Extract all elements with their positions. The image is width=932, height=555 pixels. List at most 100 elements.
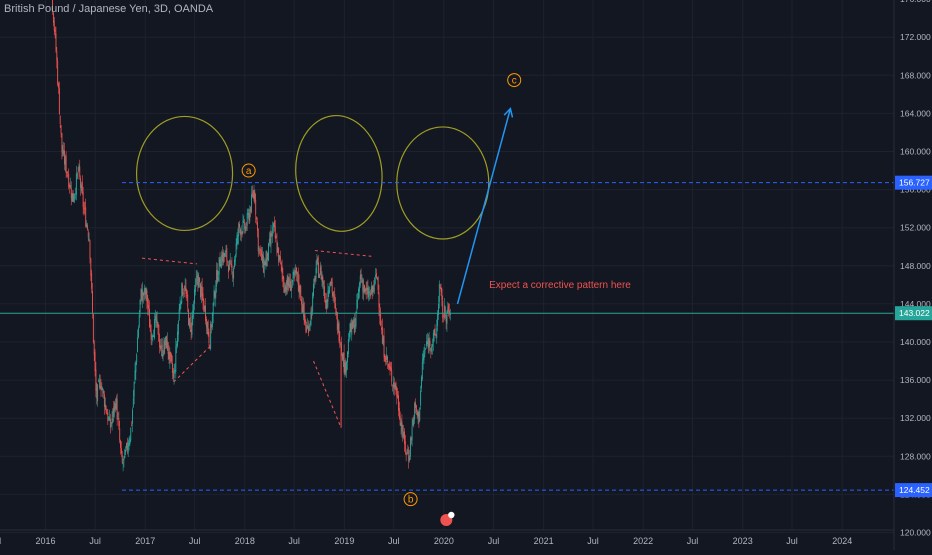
candle-body xyxy=(277,249,279,252)
candle-body xyxy=(396,390,398,398)
candle-body xyxy=(334,294,336,303)
candle-body xyxy=(290,284,292,291)
candle-body xyxy=(237,235,239,237)
candle-body xyxy=(227,261,229,263)
candle-body xyxy=(265,257,267,267)
candle-body xyxy=(357,299,359,301)
candle-body xyxy=(329,286,331,292)
candle-body xyxy=(69,184,71,188)
candle-body xyxy=(273,221,275,228)
candle-body xyxy=(194,289,195,304)
candle-body xyxy=(211,313,213,327)
candle-body xyxy=(73,198,75,202)
candle-body xyxy=(307,325,309,329)
candle-body xyxy=(154,316,156,320)
candle-body xyxy=(266,250,268,261)
candle-body xyxy=(53,20,55,31)
candle-body xyxy=(233,268,235,279)
candle-body xyxy=(410,437,412,440)
candle-body xyxy=(96,388,98,399)
candle-body xyxy=(429,340,431,347)
time-axis-tick-label: 2016 xyxy=(36,536,56,546)
candle-body xyxy=(95,369,97,392)
candle-body xyxy=(395,382,397,391)
candle-body xyxy=(217,276,219,281)
candle-body xyxy=(166,336,167,349)
candle-body xyxy=(223,253,225,257)
candle-body xyxy=(420,390,422,406)
candle-body xyxy=(405,452,407,454)
candle-body xyxy=(299,285,301,294)
time-axis-tick-label: 2023 xyxy=(733,536,753,546)
candle-body xyxy=(331,281,333,293)
candle-body xyxy=(184,286,186,289)
candle-body xyxy=(408,454,410,462)
candle-body xyxy=(239,228,241,235)
candle-body xyxy=(100,385,102,391)
candle-body xyxy=(86,223,88,227)
candle-body xyxy=(109,418,111,429)
candle-body xyxy=(82,191,84,208)
candle-body xyxy=(327,290,329,302)
candle-body xyxy=(397,394,399,398)
candle-body xyxy=(135,361,137,373)
candle-body xyxy=(133,381,135,397)
candle-body xyxy=(225,250,227,252)
event-badge-dot xyxy=(448,511,455,519)
candle-body xyxy=(411,426,413,441)
candle-body xyxy=(218,257,220,275)
candle-body xyxy=(428,338,430,348)
candle-body xyxy=(105,405,107,413)
candle-body xyxy=(147,299,149,308)
candle-body xyxy=(348,339,350,341)
candle-body xyxy=(91,273,93,289)
pattern-ellipse xyxy=(135,115,234,232)
candle-body xyxy=(57,60,59,85)
candle-body xyxy=(268,239,270,244)
candle-body xyxy=(158,325,160,342)
candle-body xyxy=(145,287,147,295)
candle-body xyxy=(99,381,101,388)
candle-body xyxy=(313,283,314,297)
candle-body xyxy=(406,449,408,451)
candle-body xyxy=(117,418,119,420)
candle-body xyxy=(251,194,252,213)
candle-body xyxy=(284,287,286,293)
wave-label: b xyxy=(408,495,414,506)
candle-body xyxy=(319,274,320,278)
candle-body xyxy=(110,423,112,426)
candle-body xyxy=(336,312,338,331)
candle-body xyxy=(222,252,224,262)
candle-body xyxy=(333,295,335,297)
candle-body xyxy=(230,263,232,265)
candle-body xyxy=(353,318,355,333)
candle-body xyxy=(241,232,243,234)
candle-body xyxy=(171,354,173,362)
candle-body xyxy=(426,341,428,346)
candle-body xyxy=(269,238,271,243)
candle-body xyxy=(426,340,428,345)
candle-body xyxy=(228,260,230,271)
candle-body xyxy=(94,352,96,371)
candle-body xyxy=(160,346,162,348)
candle-body xyxy=(416,413,418,415)
candle-body xyxy=(377,277,379,290)
candle-body xyxy=(114,402,116,412)
candle-body xyxy=(220,264,222,268)
candle-body xyxy=(196,276,198,278)
candle-body xyxy=(58,83,59,88)
price-axis-tick-label: 160.000 xyxy=(900,147,931,157)
candle-body xyxy=(356,299,358,311)
candle-body xyxy=(433,330,435,336)
candle-body xyxy=(217,270,218,283)
candle-body xyxy=(274,225,276,238)
candle-body xyxy=(263,261,265,274)
candle-body xyxy=(232,274,234,278)
candle-body xyxy=(381,326,383,344)
price-axis-tick-label: 132.000 xyxy=(900,413,931,423)
price-axis-tick-label: 128.000 xyxy=(900,451,931,461)
candle-body xyxy=(302,304,303,313)
candle-body xyxy=(290,280,292,291)
